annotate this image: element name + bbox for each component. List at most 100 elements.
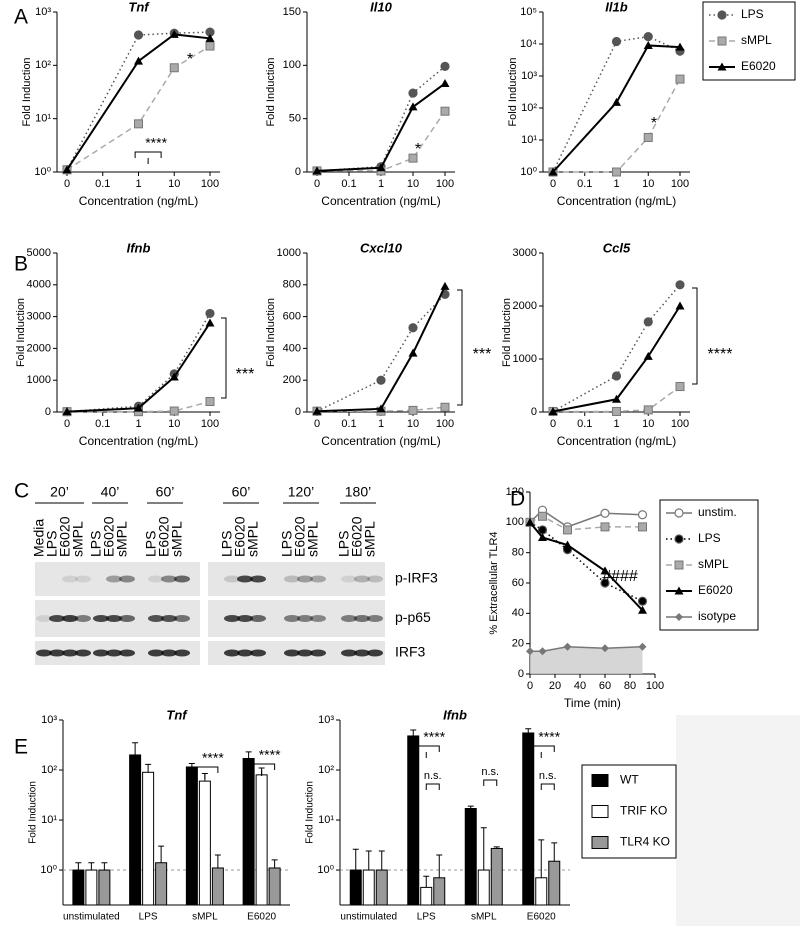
x-axis-label: Concentration (ng/mL) bbox=[321, 434, 440, 448]
y-tick-label: 10³ bbox=[35, 6, 51, 18]
x-tick-label: 10 bbox=[642, 418, 654, 430]
bracket bbox=[191, 766, 219, 773]
bar bbox=[142, 771, 155, 906]
legend-label: LPS bbox=[698, 531, 721, 545]
bracket bbox=[692, 287, 698, 385]
y-tick-label: 10⁴ bbox=[520, 38, 537, 50]
y-axis-label: Fold Induction bbox=[28, 781, 39, 844]
blot-band bbox=[62, 649, 78, 657]
marker bbox=[538, 647, 547, 656]
annotation: * bbox=[187, 51, 193, 68]
blot-band bbox=[354, 575, 370, 583]
blot-band bbox=[284, 649, 300, 657]
x-tick-label: 1 bbox=[378, 418, 384, 430]
lane-label: LPS bbox=[88, 531, 104, 557]
y-tick-label: 2000 bbox=[513, 300, 537, 312]
chart-title: Il10 bbox=[370, 0, 392, 14]
bar bbox=[535, 877, 548, 906]
blot-band bbox=[161, 615, 177, 622]
blot-band bbox=[341, 649, 357, 657]
error-bar bbox=[436, 854, 443, 878]
bar bbox=[72, 869, 85, 906]
legend-label: E6020 bbox=[741, 59, 776, 73]
x-tick-label: LPS bbox=[139, 912, 158, 923]
panel-letter: B bbox=[14, 253, 28, 276]
marker bbox=[133, 30, 144, 40]
blot-band bbox=[106, 649, 122, 657]
x-tick-label: 0.1 bbox=[341, 178, 356, 190]
line bbox=[66, 33, 211, 171]
lane-label: sMPL bbox=[70, 521, 86, 557]
panel-letter: A bbox=[14, 6, 28, 29]
marker bbox=[612, 406, 621, 416]
x-tick-label: 0.1 bbox=[341, 418, 356, 430]
bar bbox=[477, 869, 490, 906]
x-tick-label: 100 bbox=[646, 680, 664, 692]
y-tick-label: 0 bbox=[295, 166, 301, 178]
legend-marker bbox=[675, 613, 683, 621]
legend-swatch bbox=[591, 805, 609, 818]
marker bbox=[169, 29, 179, 38]
lane-label: E6020 bbox=[292, 516, 308, 557]
lane-label: LPS bbox=[279, 531, 295, 557]
time-label: 60’ bbox=[156, 484, 175, 500]
blot-band bbox=[119, 575, 135, 583]
marker bbox=[376, 375, 386, 385]
x-tick-label: 80 bbox=[624, 680, 636, 692]
marker bbox=[600, 508, 610, 518]
marker bbox=[638, 605, 647, 614]
lane-label: Media bbox=[31, 519, 47, 557]
chart-title: Ccl5 bbox=[603, 240, 631, 255]
y-tick-label: 800 bbox=[283, 279, 301, 291]
y-tick-label: 4000 bbox=[27, 279, 51, 291]
x-tick-label: 0 bbox=[314, 178, 320, 190]
y-axis-label: Fold Induction bbox=[305, 781, 316, 844]
blot-band bbox=[354, 649, 370, 657]
lane-label: E6020 bbox=[57, 516, 73, 557]
marker bbox=[643, 132, 653, 142]
blot-band bbox=[106, 615, 122, 622]
line bbox=[316, 65, 446, 172]
annotation: **** bbox=[202, 750, 224, 766]
line bbox=[552, 305, 681, 413]
y-tick-label: 10¹ bbox=[521, 134, 537, 146]
legend-label: isotype bbox=[698, 609, 736, 623]
x-tick-label: 0.1 bbox=[577, 418, 592, 430]
blot-band bbox=[49, 615, 65, 622]
annotation: * bbox=[651, 115, 657, 132]
line bbox=[552, 284, 681, 413]
annotation: n.s. bbox=[424, 770, 442, 782]
marker bbox=[134, 56, 143, 65]
marker bbox=[643, 40, 653, 49]
y-tick-label: 10³ bbox=[521, 70, 537, 82]
marker bbox=[376, 163, 386, 172]
x-tick-label: 100 bbox=[436, 178, 454, 190]
line bbox=[66, 322, 211, 413]
error-bar bbox=[538, 839, 545, 878]
blot-band bbox=[106, 575, 122, 583]
blot-band bbox=[49, 649, 65, 657]
bar bbox=[129, 754, 142, 906]
y-tick-label: 1000 bbox=[277, 247, 301, 259]
marker bbox=[408, 102, 418, 111]
legend-marker bbox=[717, 62, 727, 71]
blot-band bbox=[93, 615, 109, 622]
marker bbox=[205, 308, 215, 319]
x-tick-label: 60 bbox=[599, 680, 611, 692]
blot-band bbox=[297, 649, 313, 657]
blot-band bbox=[297, 615, 313, 622]
blot-band bbox=[36, 649, 52, 657]
marker bbox=[169, 372, 179, 381]
blot-band bbox=[237, 575, 253, 583]
error-bar bbox=[352, 848, 359, 871]
marker bbox=[376, 404, 386, 413]
lane-label: sMPL bbox=[169, 521, 185, 557]
x-tick-label: 10 bbox=[168, 418, 180, 430]
y-tick-label: 100 bbox=[506, 516, 524, 528]
y-axis-label: Fold Induction bbox=[265, 298, 277, 367]
marker bbox=[601, 644, 609, 653]
marker bbox=[169, 63, 179, 73]
y-tick-label: 40 bbox=[512, 607, 524, 619]
bracket bbox=[540, 783, 555, 790]
blot-band bbox=[174, 649, 190, 657]
